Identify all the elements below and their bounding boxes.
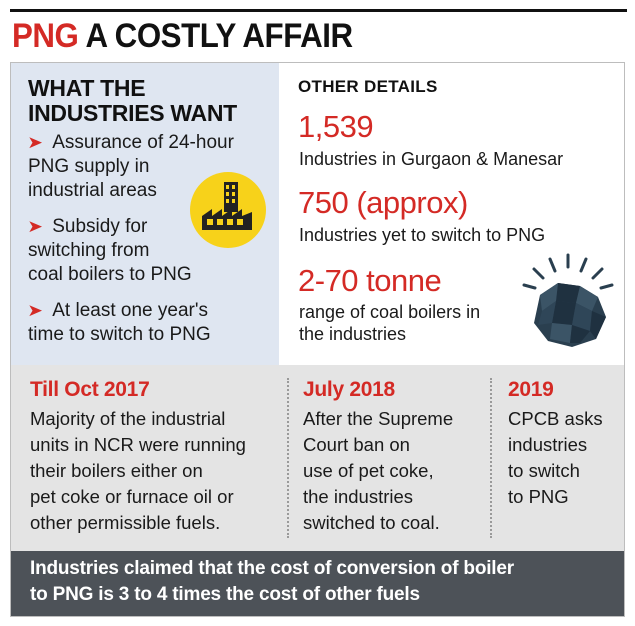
- timeline-3-line4: to PNG: [508, 486, 569, 507]
- want-item-1: ➤ Assurance of 24-hour PNG supply in indu…: [27, 131, 268, 203]
- red-arrow-icon: ➤: [27, 133, 43, 152]
- timeline-divider-1: [287, 378, 289, 538]
- timeline-head-1: Till Oct 2017: [30, 378, 150, 401]
- wants-title-line1: WHAT THE: [28, 75, 146, 101]
- timeline-body-1: Majority of the industrial units in NCR …: [30, 406, 246, 536]
- want-item-2: ➤ Subsidy for switching from coal boilers…: [27, 215, 268, 287]
- stat-desc-3: range of coal boilers in the industries: [299, 301, 519, 345]
- stat-value-1: 1,539: [298, 109, 374, 144]
- red-arrow-icon: ➤: [27, 217, 43, 236]
- stat-desc-2: Industries yet to switch to PNG: [299, 225, 546, 245]
- red-arrow-icon: ➤: [27, 301, 43, 320]
- details-title: OTHER DETAILS: [298, 77, 438, 96]
- title-rest: A COSTLY AFFAIR: [85, 17, 353, 55]
- timeline-head-2: July 2018: [303, 378, 395, 401]
- timeline-1-line3: their boilers either on: [30, 460, 203, 481]
- stat-desc-3-line1: range of coal boilers in: [299, 302, 481, 322]
- content-frame: [10, 62, 625, 617]
- want-1-line1: Assurance of 24-hour: [52, 132, 234, 153]
- stat-desc-3-line2: the industries: [299, 324, 407, 344]
- want-3-line2: time to switch to PNG: [28, 324, 211, 345]
- timeline-head-3: 2019: [508, 378, 554, 401]
- timeline-body-3: CPCB asks industries to switch to PNG: [508, 406, 603, 510]
- timeline-2-line4: the industries: [303, 486, 414, 507]
- timeline-3-line3: to switch: [508, 460, 580, 481]
- want-2-line1: Subsidy for: [52, 216, 148, 237]
- footer-band: [11, 551, 624, 616]
- timeline-divider-2: [490, 378, 492, 538]
- coal-icon: [522, 253, 614, 347]
- footer-text: Industries claimed that the cost of conv…: [30, 556, 590, 608]
- timeline-1-line1: Majority of the industrial: [30, 408, 226, 429]
- footer-line2: to PNG is 3 to 4 times the cost of other…: [30, 584, 420, 605]
- stat-value-2: 750 (approx): [298, 185, 468, 220]
- timeline-2-line1: After the Supreme: [303, 408, 454, 429]
- wants-title: WHAT THE INDUSTRIES WANT: [28, 76, 273, 126]
- want-1-line2: PNG supply in: [28, 156, 150, 177]
- factory-icon: [202, 182, 252, 230]
- timeline-3-line2: industries: [508, 434, 588, 455]
- timeline-body-2: After the Supreme Court ban on use of pe…: [303, 406, 453, 536]
- title-accent: PNG: [12, 17, 79, 55]
- page-title: PNG A COSTLY AFFAIR: [12, 14, 353, 58]
- want-2-line3: coal boilers to PNG: [28, 264, 192, 285]
- want-2-line2: switching from: [28, 240, 150, 261]
- timeline-1-line4: pet coke or furnace oil or: [30, 486, 234, 507]
- timeline-band: [11, 365, 624, 551]
- want-item-3: ➤ At least one year's time to switch to P…: [27, 299, 268, 347]
- want-3-line1: At least one year's: [52, 300, 208, 321]
- timeline-1-line5: other permissible fuels.: [30, 512, 221, 533]
- timeline-2-line5: switched to coal.: [303, 512, 440, 533]
- timeline-2-line2: Court ban on: [303, 434, 410, 455]
- stat-desc-1: Industries in Gurgaon & Manesar: [299, 149, 564, 169]
- want-1-line3: industrial areas: [28, 180, 157, 201]
- stat-value-3: 2-70 tonne: [298, 263, 442, 298]
- timeline-1-line2: units in NCR were running: [30, 434, 246, 455]
- factory-badge: [190, 172, 266, 248]
- footer-line1: Industries claimed that the cost of conv…: [30, 558, 514, 579]
- timeline-3-line1: CPCB asks: [508, 408, 603, 429]
- wants-title-line2: INDUSTRIES WANT: [28, 100, 237, 126]
- top-rule: [10, 9, 627, 12]
- timeline-2-line3: use of pet coke,: [303, 460, 434, 481]
